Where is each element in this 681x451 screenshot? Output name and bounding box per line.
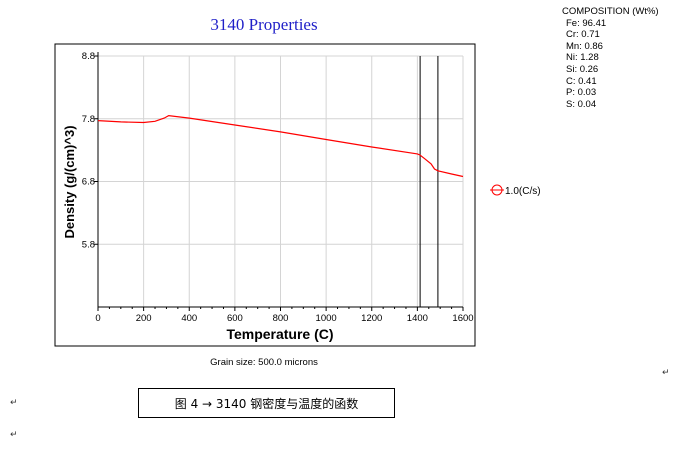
axes: [94, 52, 464, 311]
composition-item: C: 0.41: [566, 75, 597, 87]
y-tick-label: 6.8: [82, 177, 95, 188]
legend-label: 1.0(C/s): [505, 186, 541, 197]
composition-item: Mn: 0.86: [566, 40, 603, 52]
composition-item: S: 0.04: [566, 98, 597, 110]
series: [97, 114, 464, 178]
composition-item: Fe: 96.41: [566, 17, 607, 29]
composition-title: COMPOSITION (Wt%): [562, 6, 659, 17]
grid: [98, 55, 464, 307]
y-tick-label: 5.8: [82, 239, 95, 250]
composition-panel: COMPOSITION (Wt%) Fe: 96.41 Cr: 0.71 Mn: 0…: [562, 6, 659, 110]
y-axis-label: Density (g/(cm)^3): [62, 125, 77, 238]
x-tick-label: 600: [227, 313, 243, 324]
x-axis-label: Temperature (C): [226, 326, 333, 342]
chart-frame: [54, 43, 476, 347]
series-line: [97, 114, 464, 178]
paragraph-mark: ↵: [10, 430, 18, 440]
composition-item: Ni: 1.28: [566, 52, 599, 64]
composition-item: Si: 0.26: [566, 63, 599, 75]
y-tick-label: 8.8: [82, 51, 95, 62]
paragraph-mark: ↵: [10, 398, 18, 408]
figure-caption: 图 4 → 3140 钢密度与温度的函数: [138, 388, 395, 418]
x-tick-label: 1600: [452, 313, 473, 324]
x-tick-label: 800: [273, 313, 289, 324]
legend: 1.0(C/s): [490, 184, 541, 197]
x-tick-label: 400: [181, 313, 197, 324]
phase-lines: [419, 56, 439, 307]
x-tick-label: 0: [95, 313, 100, 324]
paragraph-mark: ↵: [662, 368, 670, 378]
composition-item: Cr: 0.71: [566, 29, 600, 41]
chart-title: 3140 Properties: [210, 15, 317, 34]
x-tick-label: 200: [136, 313, 152, 324]
figure-caption-text: 图 4 → 3140 钢密度与温度的函数: [174, 396, 359, 411]
composition-list: Fe: 96.41 Cr: 0.71 Mn: 0.86 Ni: 1.28 Si: 0.2…: [562, 18, 659, 111]
x-tick-label: 1400: [407, 313, 428, 324]
x-tick-label: 1000: [316, 313, 337, 324]
composition-item: P: 0.03: [566, 87, 597, 99]
grain-size-note: Grain size: 500.0 microns: [210, 357, 318, 368]
x-tick-label: 1200: [361, 313, 382, 324]
y-tick-label: 7.8: [82, 114, 95, 125]
tick-labels: 0 200 400 600 800 1000 1200 1400 1600 5.8 6.8 7.8 8.…: [82, 51, 474, 324]
